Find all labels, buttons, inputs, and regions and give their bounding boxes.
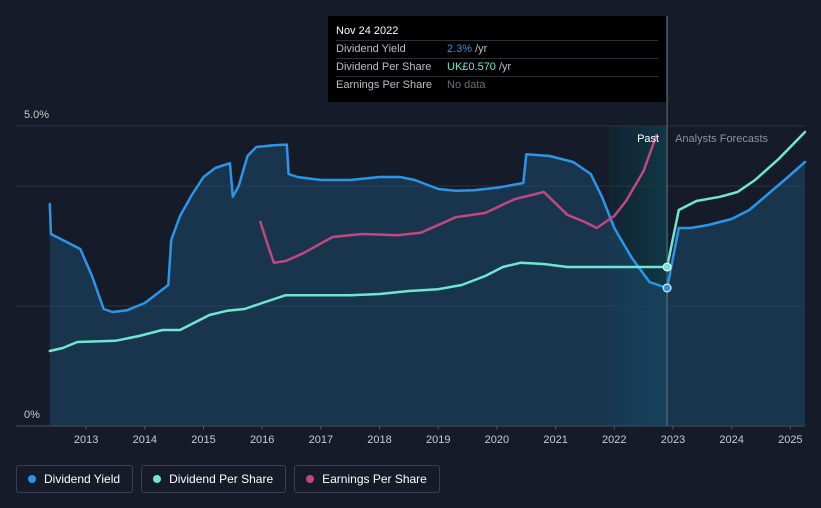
forecast-label: Analysts Forecasts bbox=[675, 133, 768, 145]
tooltip-row-yield: Dividend Yield 2.3%/yr bbox=[336, 40, 658, 58]
tooltip-value: 2.3% bbox=[447, 43, 473, 55]
tooltip-row-eps: Earnings Per Share No data bbox=[336, 76, 658, 94]
x-tick-label: 2016 bbox=[250, 434, 274, 446]
tooltip-unit: /yr bbox=[498, 61, 512, 73]
legend-dividend-per-share-button[interactable]: Dividend Per Share bbox=[141, 465, 287, 493]
x-tick-label: 2025 bbox=[778, 434, 802, 446]
x-axis: 2013 2014 2015 2016 2017 2018 2019 2020 2021 2022… bbox=[74, 426, 803, 446]
dividend-per-share-line bbox=[48, 130, 807, 353]
data-tooltip: Nov 24 2022 Dividend Yield 2.3%/yr Divid… bbox=[328, 16, 666, 102]
legend-label: Earnings Per Share bbox=[322, 472, 427, 486]
x-tick-label: 2021 bbox=[543, 434, 567, 446]
chart-legend: Dividend Yield Dividend Per Share Earnin… bbox=[16, 465, 440, 493]
x-tick-label: 2014 bbox=[133, 434, 157, 446]
dividend-per-share-marker bbox=[662, 262, 672, 272]
x-tick-label: 2020 bbox=[485, 434, 509, 446]
series-markers bbox=[662, 262, 672, 293]
y-tick-label: 5.0% bbox=[24, 109, 49, 121]
x-tick-label: 2019 bbox=[426, 434, 450, 446]
x-tick-label: 2017 bbox=[309, 434, 333, 446]
x-tick-label: 2023 bbox=[661, 434, 685, 446]
tooltip-row-dps: Dividend Per Share UK£0.570/yr bbox=[336, 58, 658, 76]
earnings-per-share-dot-icon bbox=[306, 475, 315, 483]
x-tick-label: 2024 bbox=[719, 434, 743, 446]
earnings-per-share-line bbox=[259, 133, 658, 265]
tooltip-label: Dividend Per Share bbox=[336, 61, 432, 73]
series-areas bbox=[49, 144, 806, 426]
past-label: Past bbox=[637, 133, 659, 145]
legend-label: Dividend Yield bbox=[44, 472, 121, 486]
series-lines bbox=[48, 130, 807, 353]
tooltip-date: Nov 24 2022 bbox=[336, 25, 399, 37]
y-axis: 5.0% 0% bbox=[24, 109, 49, 421]
legend-earnings-per-share-button[interactable]: Earnings Per Share bbox=[294, 465, 440, 493]
x-tick-label: 2018 bbox=[367, 434, 391, 446]
dividend-yield-area bbox=[49, 144, 806, 426]
x-tick-label: 2013 bbox=[74, 434, 98, 446]
y-tick-label: 0% bbox=[24, 409, 40, 421]
tooltip-label: Dividend Yield bbox=[336, 43, 406, 55]
dividend-per-share-dot-icon bbox=[153, 475, 162, 483]
tooltip-value: UK£0.570 bbox=[447, 61, 496, 73]
legend-label: Dividend Per Share bbox=[169, 472, 274, 486]
dividend-yield-dot-icon bbox=[28, 475, 36, 483]
x-tick-label: 2015 bbox=[191, 434, 215, 446]
tooltip-unit: /yr bbox=[475, 43, 488, 55]
dividend-yield-marker bbox=[662, 283, 672, 293]
legend-dividend-yield-button[interactable]: Dividend Yield bbox=[16, 465, 134, 493]
tooltip-label: Earnings Per Share bbox=[336, 79, 432, 91]
tooltip-value: No data bbox=[447, 79, 486, 91]
dividend-yield-line bbox=[48, 143, 807, 314]
x-tick-label: 2022 bbox=[602, 434, 626, 446]
